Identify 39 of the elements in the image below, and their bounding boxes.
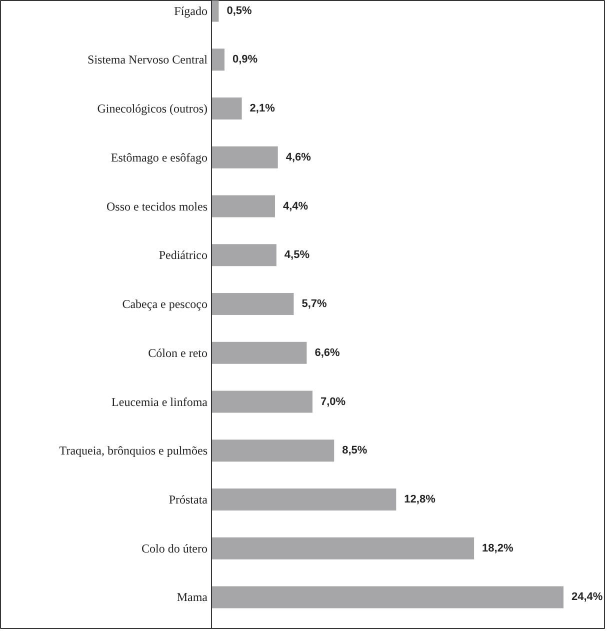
y-tick-label: Ginecológicos (outros) [97,102,208,116]
y-tick-label: Osso e tecidos moles [106,199,208,214]
y-tick-label: Estômago e esôfago [110,150,208,164]
bar [212,342,307,364]
data-label: 4,6% [286,151,312,164]
data-label: 4,5% [284,249,310,262]
data-label: 0,5% [226,4,252,17]
y-tick-label: Cabeça e pescoço [122,297,208,312]
y-tick-label: Colo do útero [142,541,208,556]
bar [212,48,224,71]
bar [212,146,278,168]
bar [212,244,276,266]
y-tick-label: Pediátrico [158,248,208,262]
y-tick-label: Cólon e reto [148,346,208,360]
bar [212,440,334,462]
bar [212,98,242,120]
y-tick-label: Fígado [174,4,208,18]
bar [212,0,219,22]
bar [212,195,275,218]
data-label: 8,5% [342,444,368,457]
data-label: 6,6% [314,346,340,359]
y-tick-label: Mama [176,590,208,604]
y-tick-label: Próstata [168,492,208,506]
data-label: 7,0% [320,396,346,408]
bar [212,537,474,560]
data-label: 4,4% [282,200,308,212]
y-tick-label: Sistema Nervoso Central [88,52,208,67]
bar [212,488,396,510]
bar [212,586,564,608]
data-label: 0,9% [232,54,258,66]
y-tick-label: Leucemia e linfoma [112,394,208,409]
data-label: 24,4% [572,591,603,604]
data-label: 12,8% [404,493,436,506]
data-label: 5,7% [302,298,328,310]
data-label: 18,2% [482,542,514,554]
bar [212,293,294,315]
y-tick-label: Traqueia, brônquios e pulmões [59,444,208,458]
bar [212,390,312,413]
data-label: 2,1% [250,102,276,115]
